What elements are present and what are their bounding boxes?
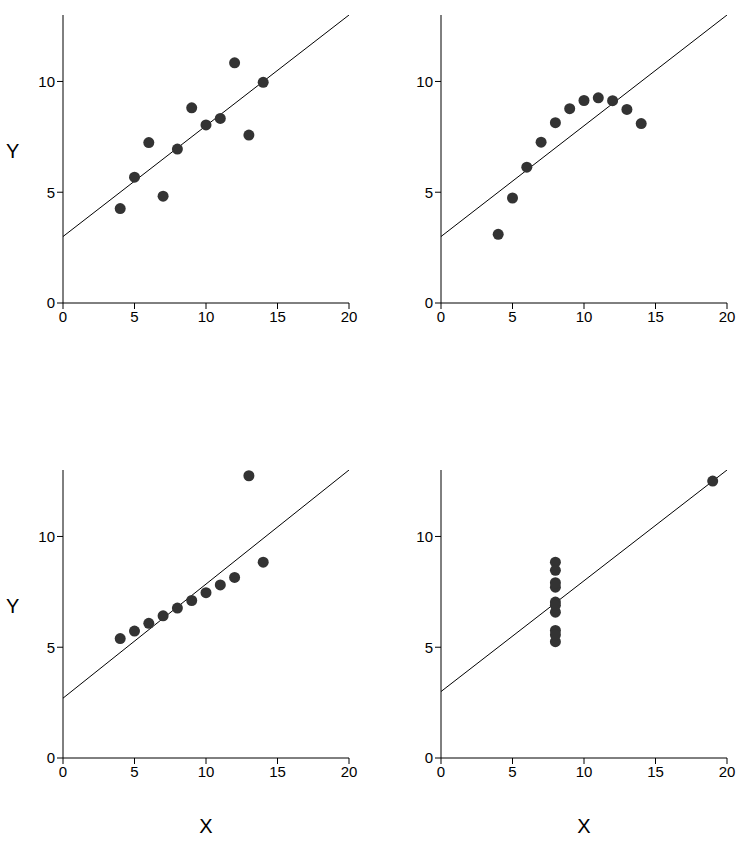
svg-text:20: 20 [719, 763, 736, 780]
svg-text:0: 0 [425, 294, 433, 311]
svg-text:15: 15 [269, 308, 286, 325]
svg-text:10: 10 [576, 763, 593, 780]
svg-text:10: 10 [198, 763, 215, 780]
svg-text:10: 10 [198, 308, 215, 325]
svg-text:10: 10 [416, 73, 433, 90]
svg-text:5: 5 [47, 184, 55, 201]
svg-text:0: 0 [59, 763, 67, 780]
svg-text:15: 15 [647, 763, 664, 780]
html-text:X: X [577, 815, 591, 837]
svg-text:0: 0 [437, 308, 445, 325]
svg-text:5: 5 [508, 308, 516, 325]
html-text:Y: Y [6, 595, 20, 617]
svg-text:0: 0 [59, 308, 67, 325]
html-text:Y: Y [6, 140, 20, 162]
svg-text:10: 10 [416, 528, 433, 545]
svg-text:0: 0 [47, 294, 55, 311]
svg-text:10: 10 [38, 528, 55, 545]
svg-text:5: 5 [130, 763, 138, 780]
svg-text:10: 10 [38, 73, 55, 90]
svg-text:10: 10 [576, 308, 593, 325]
svg-text:20: 20 [341, 763, 358, 780]
svg-text:5: 5 [425, 639, 433, 656]
svg-text:20: 20 [341, 308, 358, 325]
svg-text:0: 0 [437, 763, 445, 780]
svg-text:20: 20 [719, 308, 736, 325]
svg-text:5: 5 [425, 184, 433, 201]
svg-text:5: 5 [130, 308, 138, 325]
svg-text:0: 0 [425, 749, 433, 766]
svg-text:15: 15 [647, 308, 664, 325]
svg-text:15: 15 [269, 763, 286, 780]
svg-text:5: 5 [47, 639, 55, 656]
svg-text:5: 5 [508, 763, 516, 780]
svg-text:0: 0 [47, 749, 55, 766]
html-text:X: X [199, 815, 213, 837]
